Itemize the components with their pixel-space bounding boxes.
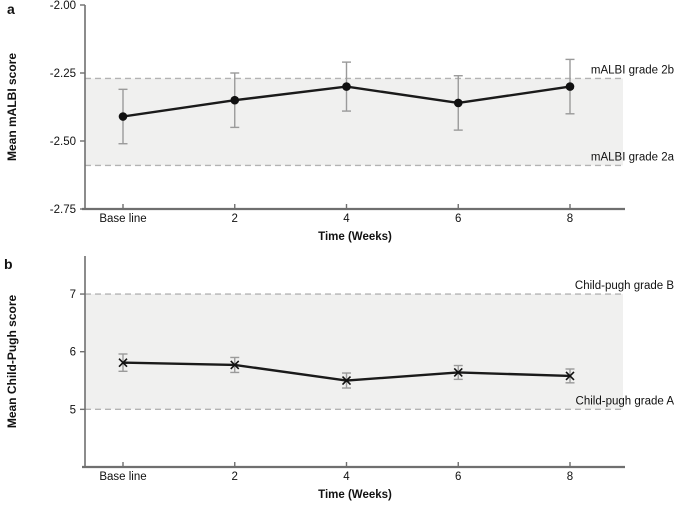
reference-line-label: Child-pugh grade A	[576, 395, 675, 407]
x-tick-label: 2	[232, 471, 238, 483]
data-point-circle	[453, 98, 463, 108]
x-tick-label: 4	[343, 213, 350, 225]
data-point-circle	[565, 82, 575, 91]
x-tick-label: 2	[232, 213, 238, 225]
data-point-x-marker	[453, 367, 463, 378]
data-point-circle	[342, 82, 351, 91]
y-tick-label: 5	[70, 404, 76, 416]
panel-b-letter: b	[4, 256, 13, 272]
data-point-x-marker	[565, 371, 575, 381]
y-tick-label: -2.25	[50, 68, 76, 80]
y-tick-label: 6	[70, 347, 76, 359]
x-axis-title: Time (Weeks)	[318, 489, 392, 501]
reference-line-label: Child-pugh grade B	[575, 280, 674, 292]
data-point-circle	[118, 112, 128, 121]
reference-line-label: mALBI grade 2a	[591, 151, 675, 163]
x-tick-label: Base line	[99, 213, 146, 225]
data-point-x-marker	[341, 375, 352, 386]
panel-a-letter: a	[7, 1, 15, 17]
x-tick-label: 4	[343, 471, 350, 483]
data-point-circle	[230, 95, 240, 105]
y-axis-title: Mean mALBI score	[5, 53, 19, 161]
panel-b-chart: Child-pugh grade B Child-pugh grade A 7 6 5 B…	[5, 256, 675, 501]
x-tick-label: 8	[567, 471, 573, 483]
y-tick-label: -2.75	[50, 204, 76, 216]
x-axis-title: Time (Weeks)	[318, 231, 392, 243]
y-tick-label: 7	[70, 289, 76, 301]
x-tick-label: 8	[567, 213, 573, 225]
y-axis-title: Mean Child-Pugh score	[5, 295, 19, 429]
reference-band	[85, 294, 623, 410]
reference-line-label: mALBI grade 2b	[591, 64, 674, 76]
y-tick-label: -2.50	[50, 136, 76, 148]
data-point-x-marker	[230, 360, 240, 370]
x-tick-label: 6	[455, 213, 461, 225]
x-tick-label: Base line	[99, 471, 146, 483]
data-point-x-marker	[118, 358, 128, 368]
x-tick-label: 6	[455, 471, 461, 483]
panel-a-chart: mALBI grade 2b mALBI grade 2a -2.00 -2.25 -2…	[5, 0, 675, 243]
y-tick-label: -2.00	[50, 0, 76, 12]
